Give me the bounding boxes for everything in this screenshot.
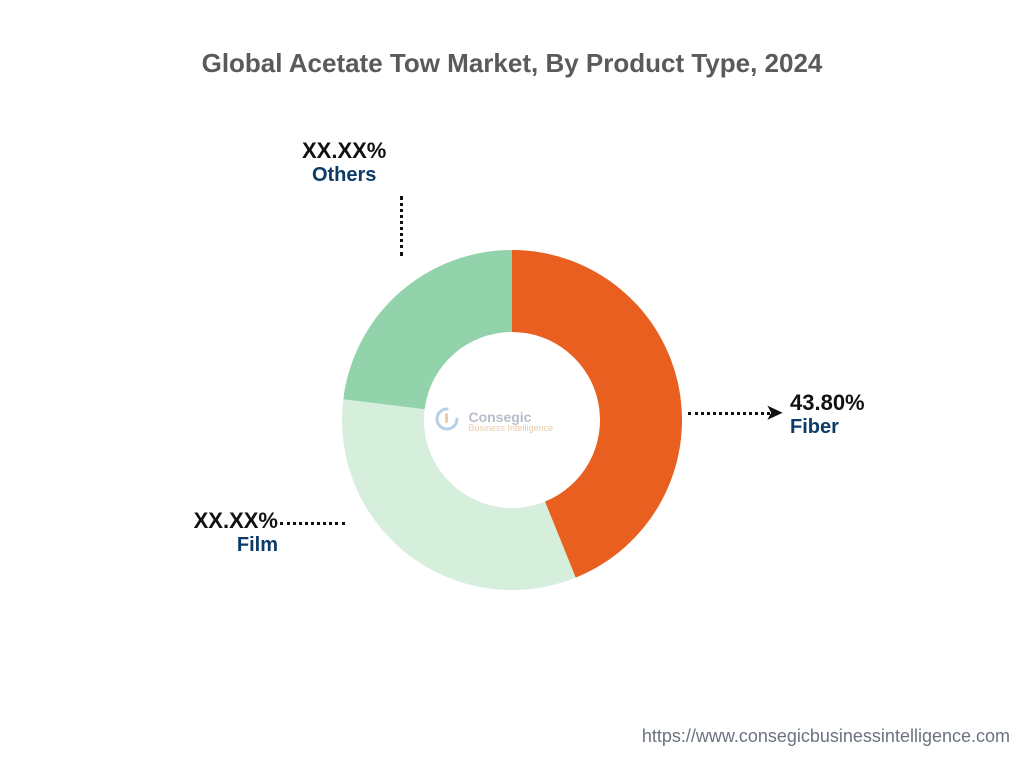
logo-line2: Business Intelligence: [468, 424, 553, 433]
arrow-icon: ➤: [766, 400, 783, 425]
others-percent: XX.XX%: [302, 138, 386, 164]
slice-others: [343, 250, 512, 409]
source-url: https://www.consegicbusinessintelligence…: [642, 726, 1010, 747]
film-percent: XX.XX%: [178, 508, 278, 534]
donut-chart: [0, 0, 1024, 768]
label-film: XX.XX% Film: [178, 508, 278, 557]
donut-svg: [0, 0, 1024, 768]
fiber-name: Fiber: [790, 416, 865, 439]
center-watermark-logo: Consegic Business Intelligence: [434, 406, 594, 437]
others-name: Others: [302, 164, 386, 187]
film-name: Film: [178, 534, 278, 557]
chart-page: { "title": { "text": "Global Acetate Tow…: [0, 0, 1024, 768]
consegic-logo-icon: [434, 406, 460, 437]
leader-film: [280, 522, 345, 525]
fiber-percent: 43.80%: [790, 390, 865, 416]
source-url-text: https://www.consegicbusinessintelligence…: [642, 726, 1010, 746]
leader-fiber: [688, 412, 770, 415]
logo-line1: Consegic: [468, 410, 553, 424]
leader-others: [400, 196, 403, 256]
logo-text: Consegic Business Intelligence: [468, 410, 553, 433]
label-others: XX.XX% Others: [302, 138, 386, 187]
label-fiber: 43.80% Fiber: [790, 390, 865, 439]
